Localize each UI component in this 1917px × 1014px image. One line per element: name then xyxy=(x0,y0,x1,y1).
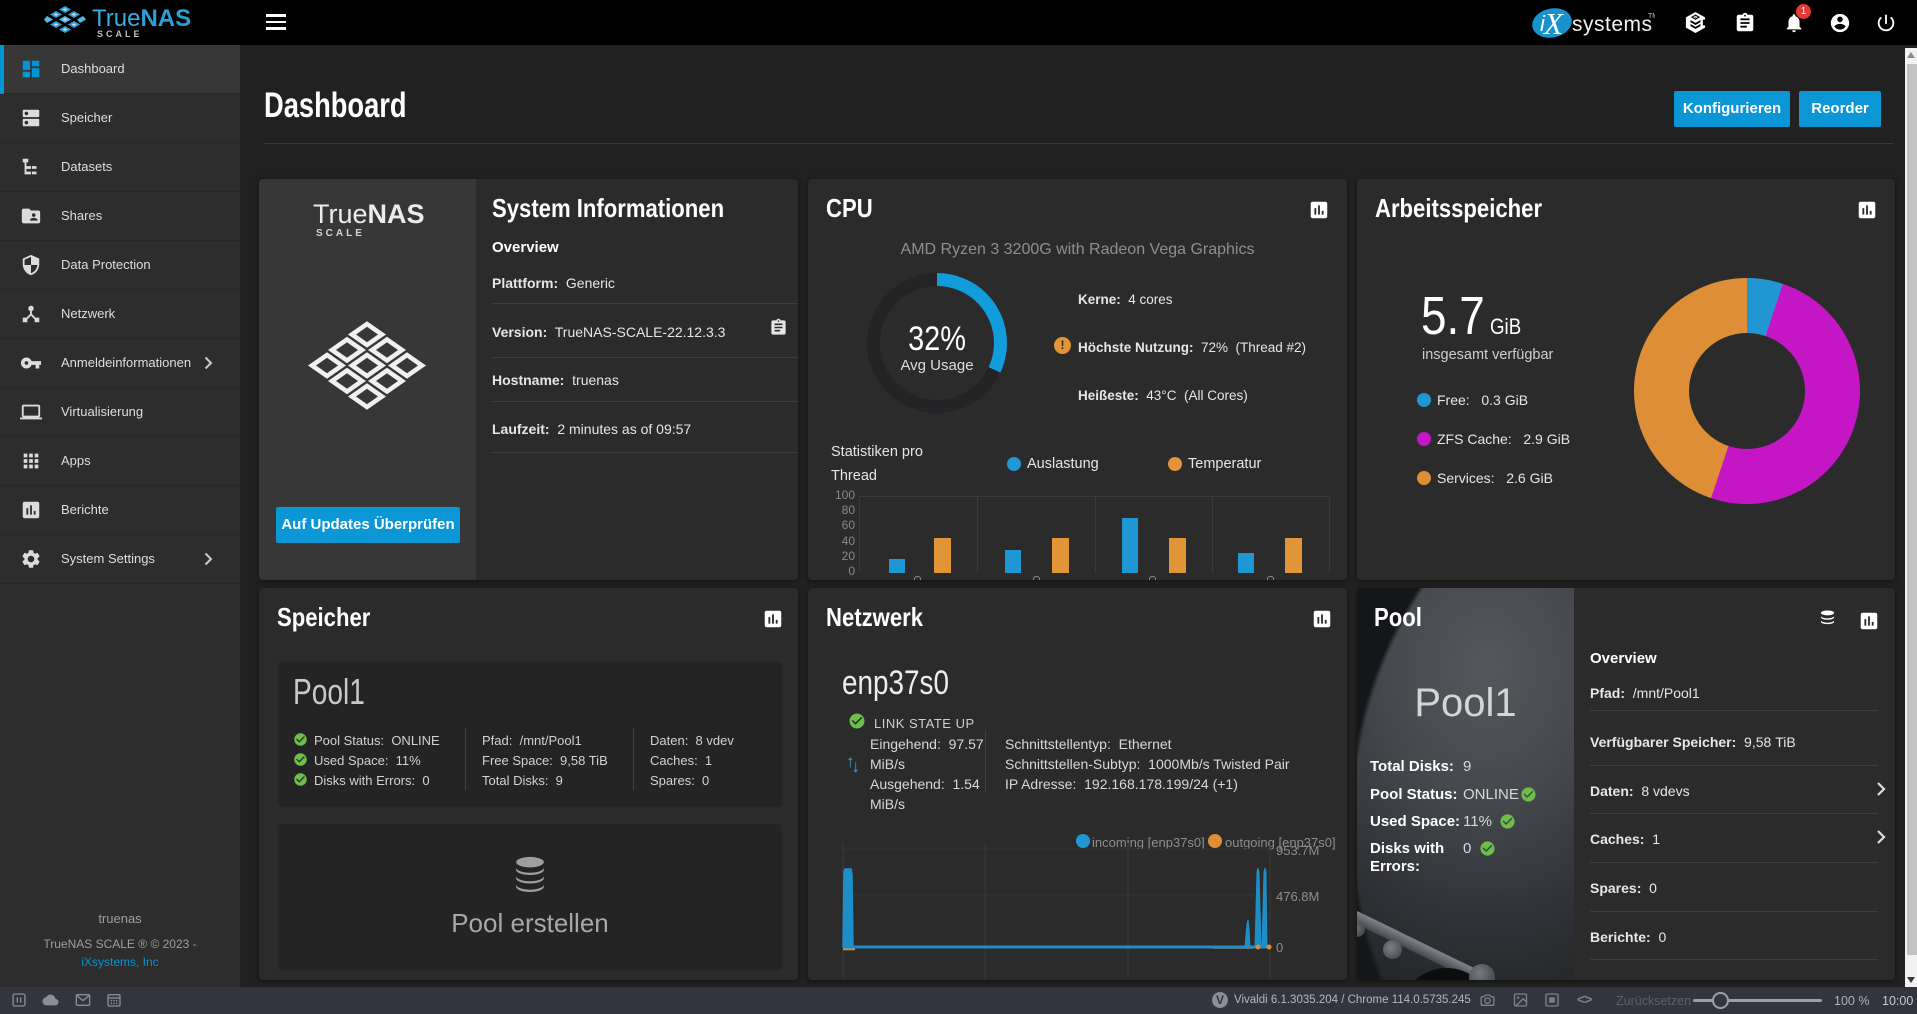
svg-text:systems: systems xyxy=(1572,13,1653,36)
svg-text:i: i xyxy=(1540,11,1546,36)
svg-text:TM: TM xyxy=(1648,13,1655,20)
svg-text:X: X xyxy=(1542,6,1564,41)
